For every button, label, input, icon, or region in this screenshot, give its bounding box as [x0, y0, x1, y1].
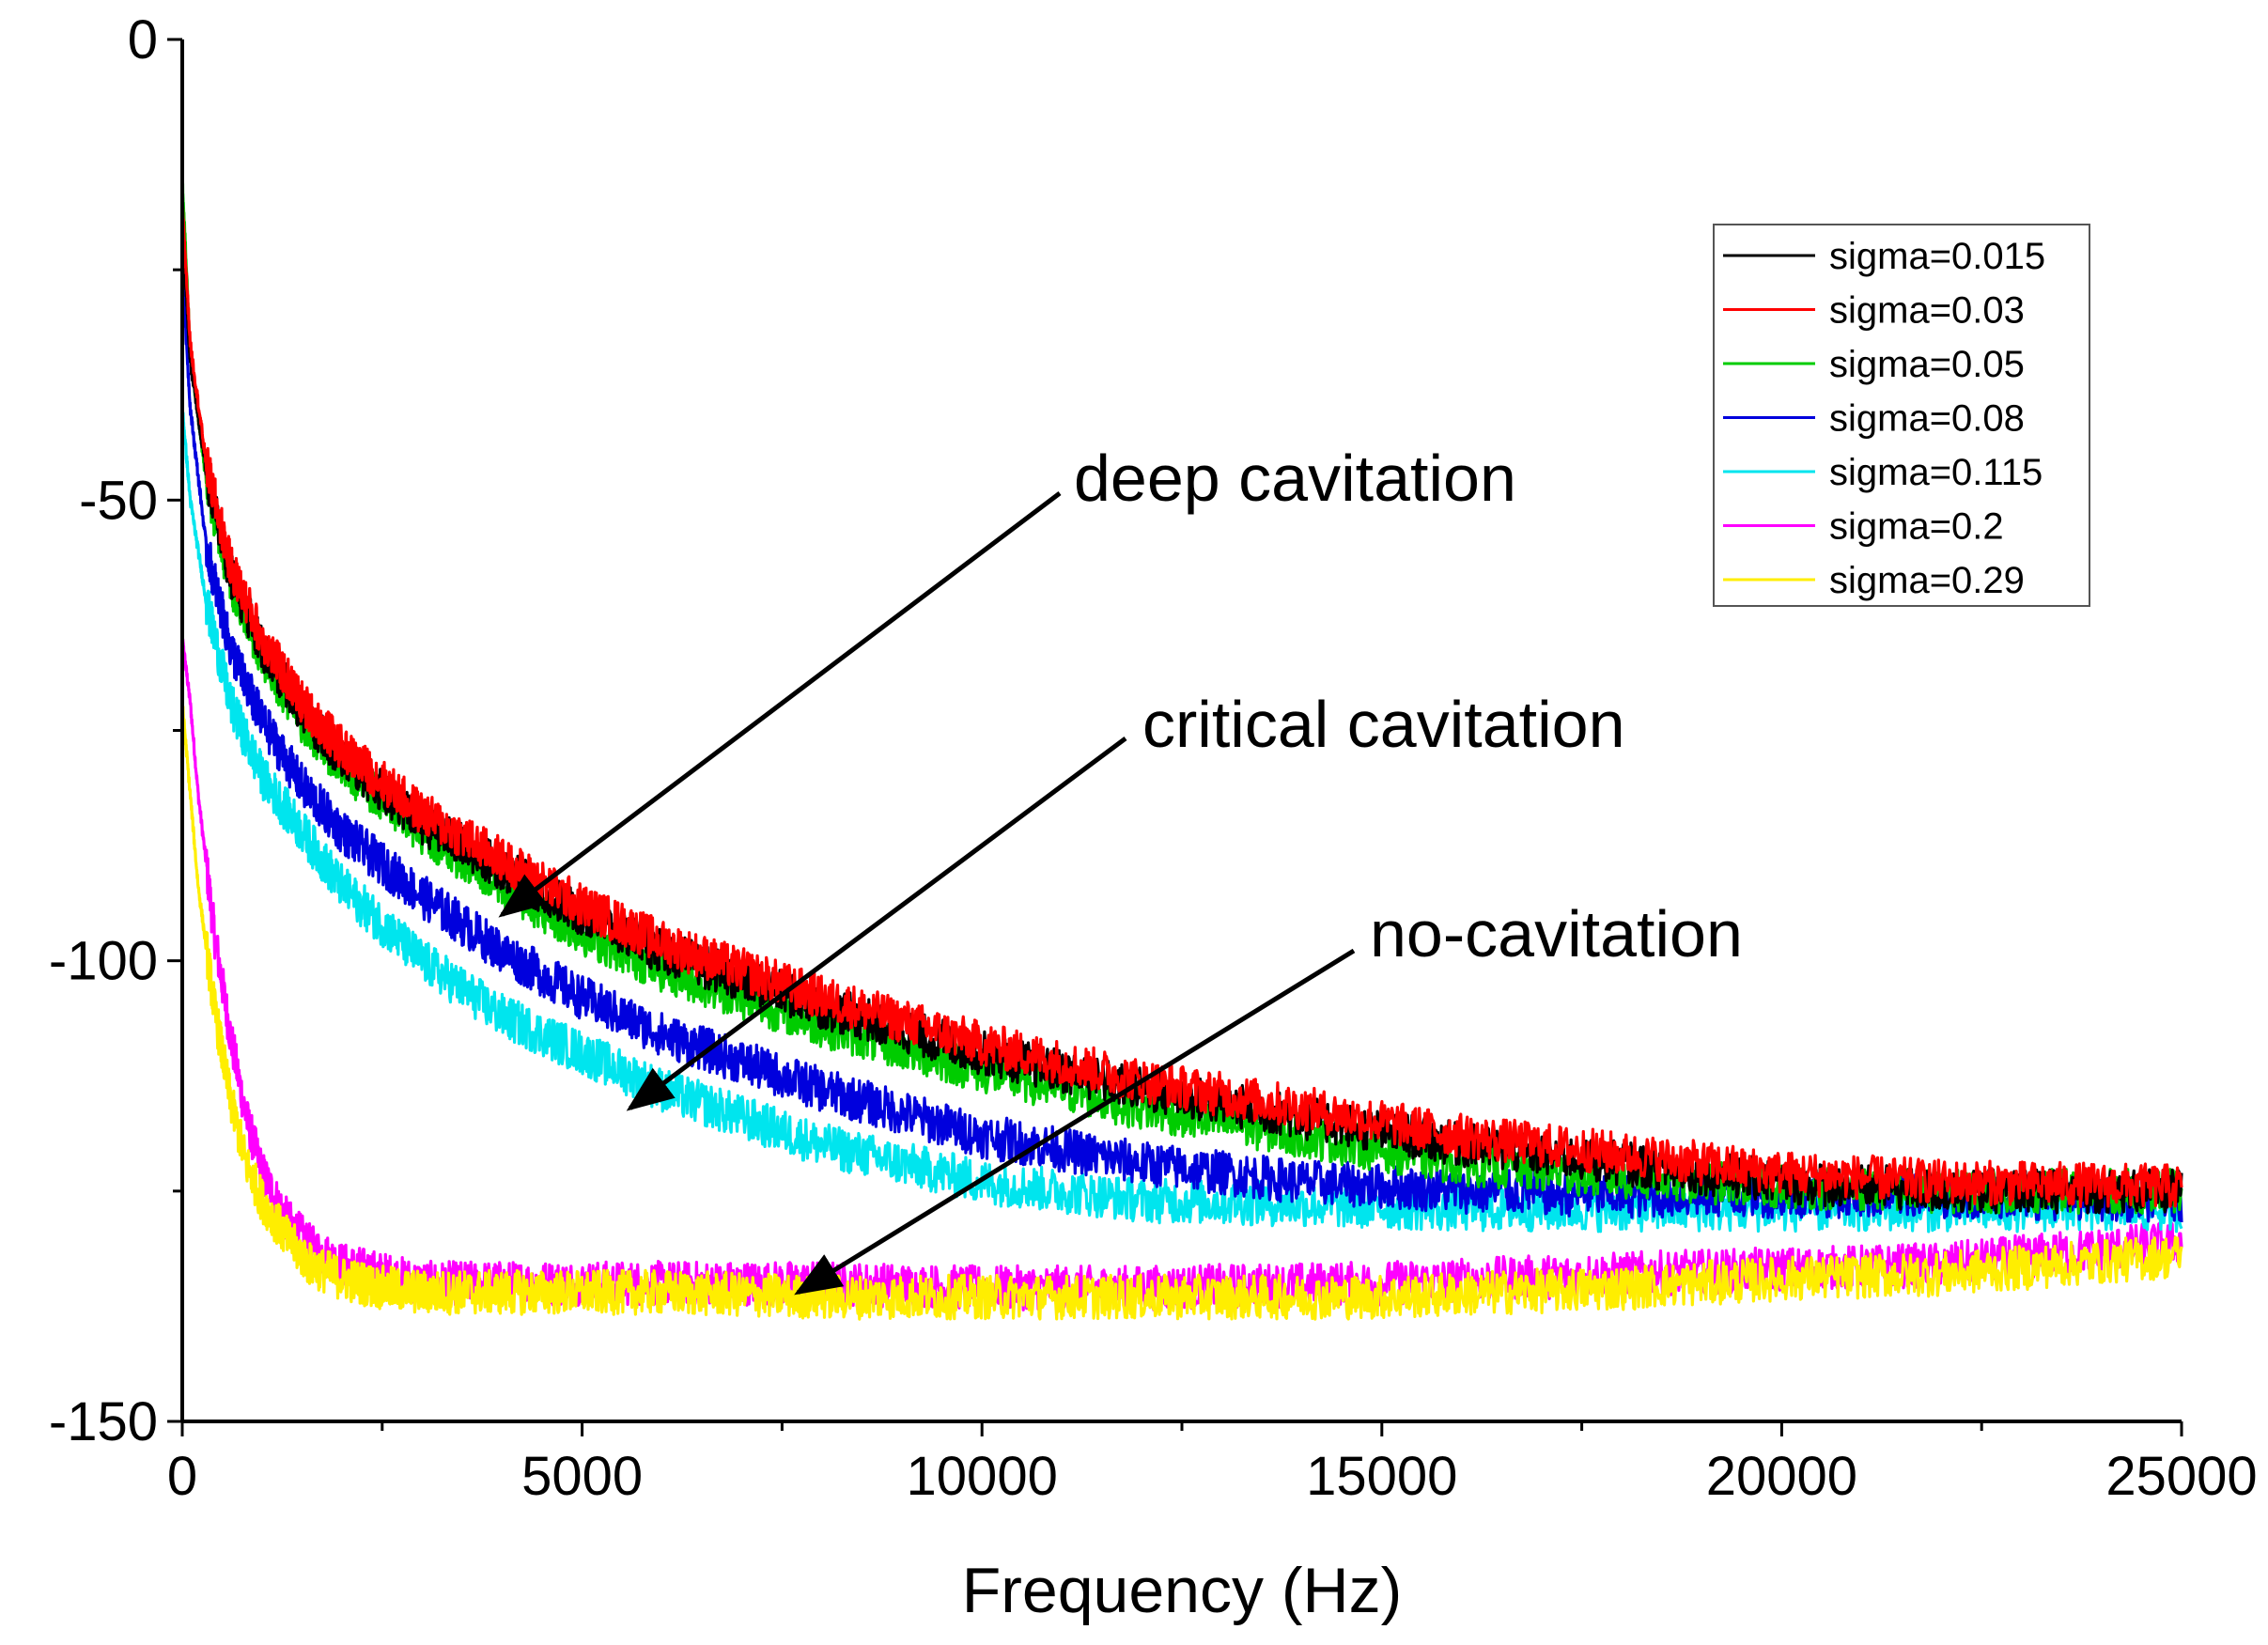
- legend-label: sigma=0.03: [1829, 290, 2025, 332]
- x-tick-label: 15000: [1306, 1446, 1457, 1507]
- annotation-label: no-cavitation: [1370, 897, 1743, 970]
- annotation-layer: deep cavitation critical cavitation no-cav…: [498, 442, 1743, 1296]
- y-tick-label: -150: [49, 1391, 158, 1452]
- legend-label: sigma=0.2: [1829, 506, 2004, 548]
- legend-label: sigma=0.015: [1829, 236, 2045, 277]
- x-tick-label: 0: [167, 1446, 197, 1507]
- legend-label: sigma=0.115: [1829, 452, 2043, 493]
- legend-label: sigma=0.08: [1829, 398, 2025, 440]
- series-line-sigma-0-29: [180, 702, 2183, 1321]
- legend: sigma=0.015 sigma=0.03 sigma=0.05 sigma=0.0…: [1713, 224, 2090, 607]
- x-tick-label: 10000: [907, 1446, 1058, 1507]
- y-tick-label: 0: [128, 9, 158, 70]
- legend-box: [1713, 224, 2090, 607]
- legend-label: sigma=0.29: [1829, 560, 2025, 601]
- x-axis-title: Frequency (Hz): [962, 1555, 1403, 1626]
- annotation-label: critical cavitation: [1142, 688, 1625, 761]
- x-tick-label: 20000: [1706, 1446, 1857, 1507]
- x-tick-label: 5000: [521, 1446, 643, 1507]
- series-line-sigma-0-03: [180, 200, 2183, 1208]
- annotation-arrow: [498, 491, 1062, 918]
- annotation-arrow: [626, 736, 1127, 1111]
- series-line-sigma-0-115: [180, 405, 2183, 1234]
- y-tick-label: -100: [49, 931, 158, 992]
- annotation-label: deep cavitation: [1074, 442, 1516, 515]
- y-tick-label: -50: [79, 470, 158, 531]
- x-tick-label: 25000: [2105, 1446, 2257, 1507]
- legend-label: sigma=0.05: [1829, 344, 2025, 385]
- annotation-arrow: [794, 948, 1356, 1296]
- axes-layer: 0 5000 10000 15000 20000 25000 0 -50 -100 -150 Fre…: [49, 9, 2258, 1626]
- series-layer: [180, 175, 2183, 1321]
